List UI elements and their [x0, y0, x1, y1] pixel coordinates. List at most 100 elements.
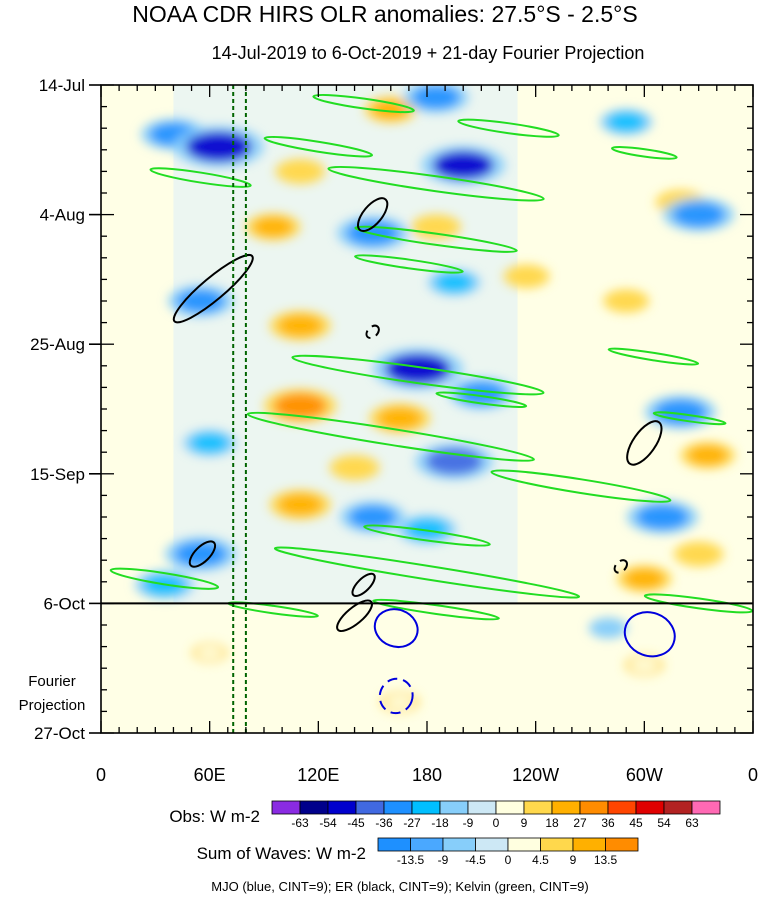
anomaly-core: [636, 504, 689, 530]
colorbar-level-label: -4.5: [465, 853, 486, 867]
anomaly-blob: [644, 394, 717, 430]
anomaly-core: [282, 162, 319, 181]
anomaly-core: [630, 657, 659, 673]
colorbar-obs: Obs: W m-2 -63 -54 -45 -36 -27 -18 -9 0 9 18 27 36 4…: [169, 800, 721, 830]
anomaly-blob: [329, 454, 380, 481]
colorbar-swatch: [410, 837, 444, 852]
colorbar-swatch: [327, 800, 357, 815]
anomaly-blob: [679, 441, 736, 470]
y-axis: 14-Jul 4-Aug 25-Aug 15-Sep 6-Oct 27-Oct: [30, 76, 753, 743]
kelvin-contour: [372, 598, 500, 621]
anomaly-blob: [339, 501, 406, 533]
colorbar-level-label: -9: [463, 816, 474, 830]
colorbar-swatch: [551, 800, 581, 815]
chart-subtitle: 14-Jul-2019 to 6-Oct-2019 + 21-day Fouri…: [212, 43, 645, 63]
chart-title: NOAA CDR HIRS OLR anomalies: 27.5°S - 2.…: [132, 1, 637, 27]
colorbar-level-label: 0: [493, 816, 500, 830]
colorbar-level-label: 9: [521, 816, 528, 830]
anomaly-core: [385, 694, 414, 710]
colorbar-swatch: [299, 800, 329, 815]
colorbar-waves: Sum of Waves: W m-2 -13.5 -9 -4.5 0 4.5 9 13.5: [197, 837, 639, 867]
anomaly-core: [253, 216, 293, 237]
anomaly-core: [509, 267, 544, 286]
kelvin-contour: [354, 254, 464, 274]
colorbar-swatch: [442, 837, 476, 852]
colorbar-swatch: [572, 837, 606, 852]
er-contour: [626, 420, 663, 466]
anomaly-blob: [673, 541, 725, 567]
anomaly-layer: [134, 85, 736, 713]
anomaly-core: [609, 292, 643, 310]
er-contour: [188, 540, 217, 568]
anomaly-core: [594, 620, 623, 636]
colorbar-level-label: -27: [403, 816, 421, 830]
colorbar-level-label: -54: [319, 816, 337, 830]
colorbar-level-label: -36: [375, 816, 393, 830]
y-tick-label: 15-Sep: [30, 465, 85, 484]
colorbar-level-label: 13.5: [594, 853, 618, 867]
reference-lines: [101, 85, 753, 733]
colorbar-swatch: [411, 800, 441, 815]
colorbar-level-label: 18: [545, 816, 559, 830]
colorbar-swatch: [383, 800, 413, 815]
anomaly-core: [680, 544, 717, 564]
x-tick-label: 0: [748, 765, 758, 785]
colorbar-level-label: 9: [570, 853, 577, 867]
colorbar-swatch: [605, 837, 639, 852]
kelvin-contour: [435, 391, 528, 409]
anomaly-core: [385, 353, 451, 384]
kelvin-contour: [490, 469, 672, 503]
colorbar-level-label: 54: [657, 816, 671, 830]
anomaly-blob: [183, 429, 237, 457]
anomaly-blob: [420, 145, 506, 185]
anomaly-blob: [616, 564, 673, 593]
anomaly-core: [278, 493, 323, 516]
kelvin-contour: [607, 347, 700, 366]
x-axis: 0 60E 120E 180 120W 60W 0: [96, 85, 758, 785]
colorbar-level-label: 63: [685, 816, 699, 830]
wave-contours: [109, 93, 753, 715]
x-tick-label: 60E: [194, 765, 226, 785]
colorbar-level-label: -63: [291, 816, 309, 830]
anomaly-core: [278, 314, 323, 337]
colorbar-waves-label: Sum of Waves: W m-2: [197, 844, 366, 863]
anomaly-core: [457, 382, 505, 405]
anomaly-blob: [164, 536, 237, 572]
x-tick-label: 180: [412, 765, 442, 785]
colorbar-level-label: 36: [601, 816, 615, 830]
anomaly-core: [349, 505, 397, 529]
colorbar-level-label: 45: [629, 816, 643, 830]
anomaly-blob: [414, 442, 494, 480]
kelvin-contour: [611, 146, 678, 160]
mjo-contour: [378, 677, 414, 715]
x-tick-label: 120W: [512, 765, 559, 785]
x-tick-label: 120E: [297, 765, 339, 785]
y-tick-label: 4-Aug: [40, 206, 85, 225]
mjo-contour: [623, 611, 676, 658]
er-contour: [365, 324, 380, 340]
mjo-contour: [373, 608, 419, 649]
colorbar-swatch: [355, 800, 385, 815]
anomaly-blob: [602, 288, 650, 314]
projection-label-line2: Projection: [19, 697, 86, 714]
er-contour: [172, 253, 254, 324]
anomaly-blob: [364, 96, 418, 124]
anomaly-core: [377, 407, 422, 430]
anomaly-core: [174, 541, 227, 567]
anomaly-core: [672, 202, 725, 227]
plot-area: [101, 85, 753, 733]
anomaly-blob: [173, 125, 265, 168]
anomaly-core: [624, 568, 665, 589]
kelvin-contour: [246, 411, 535, 462]
colorbar-obs-label: Obs: W m-2: [169, 807, 260, 826]
anomaly-blob: [626, 499, 699, 535]
anomaly-blob: [263, 388, 337, 424]
anomaly-blob: [269, 310, 332, 341]
colorbar-level-label: -9: [438, 853, 449, 867]
anomaly-blob: [624, 654, 665, 676]
colorbar-swatch: [691, 800, 721, 815]
colorbar-level-label: -18: [431, 816, 449, 830]
kelvin-contour: [457, 118, 560, 138]
x-tick-label: 60W: [626, 765, 663, 785]
